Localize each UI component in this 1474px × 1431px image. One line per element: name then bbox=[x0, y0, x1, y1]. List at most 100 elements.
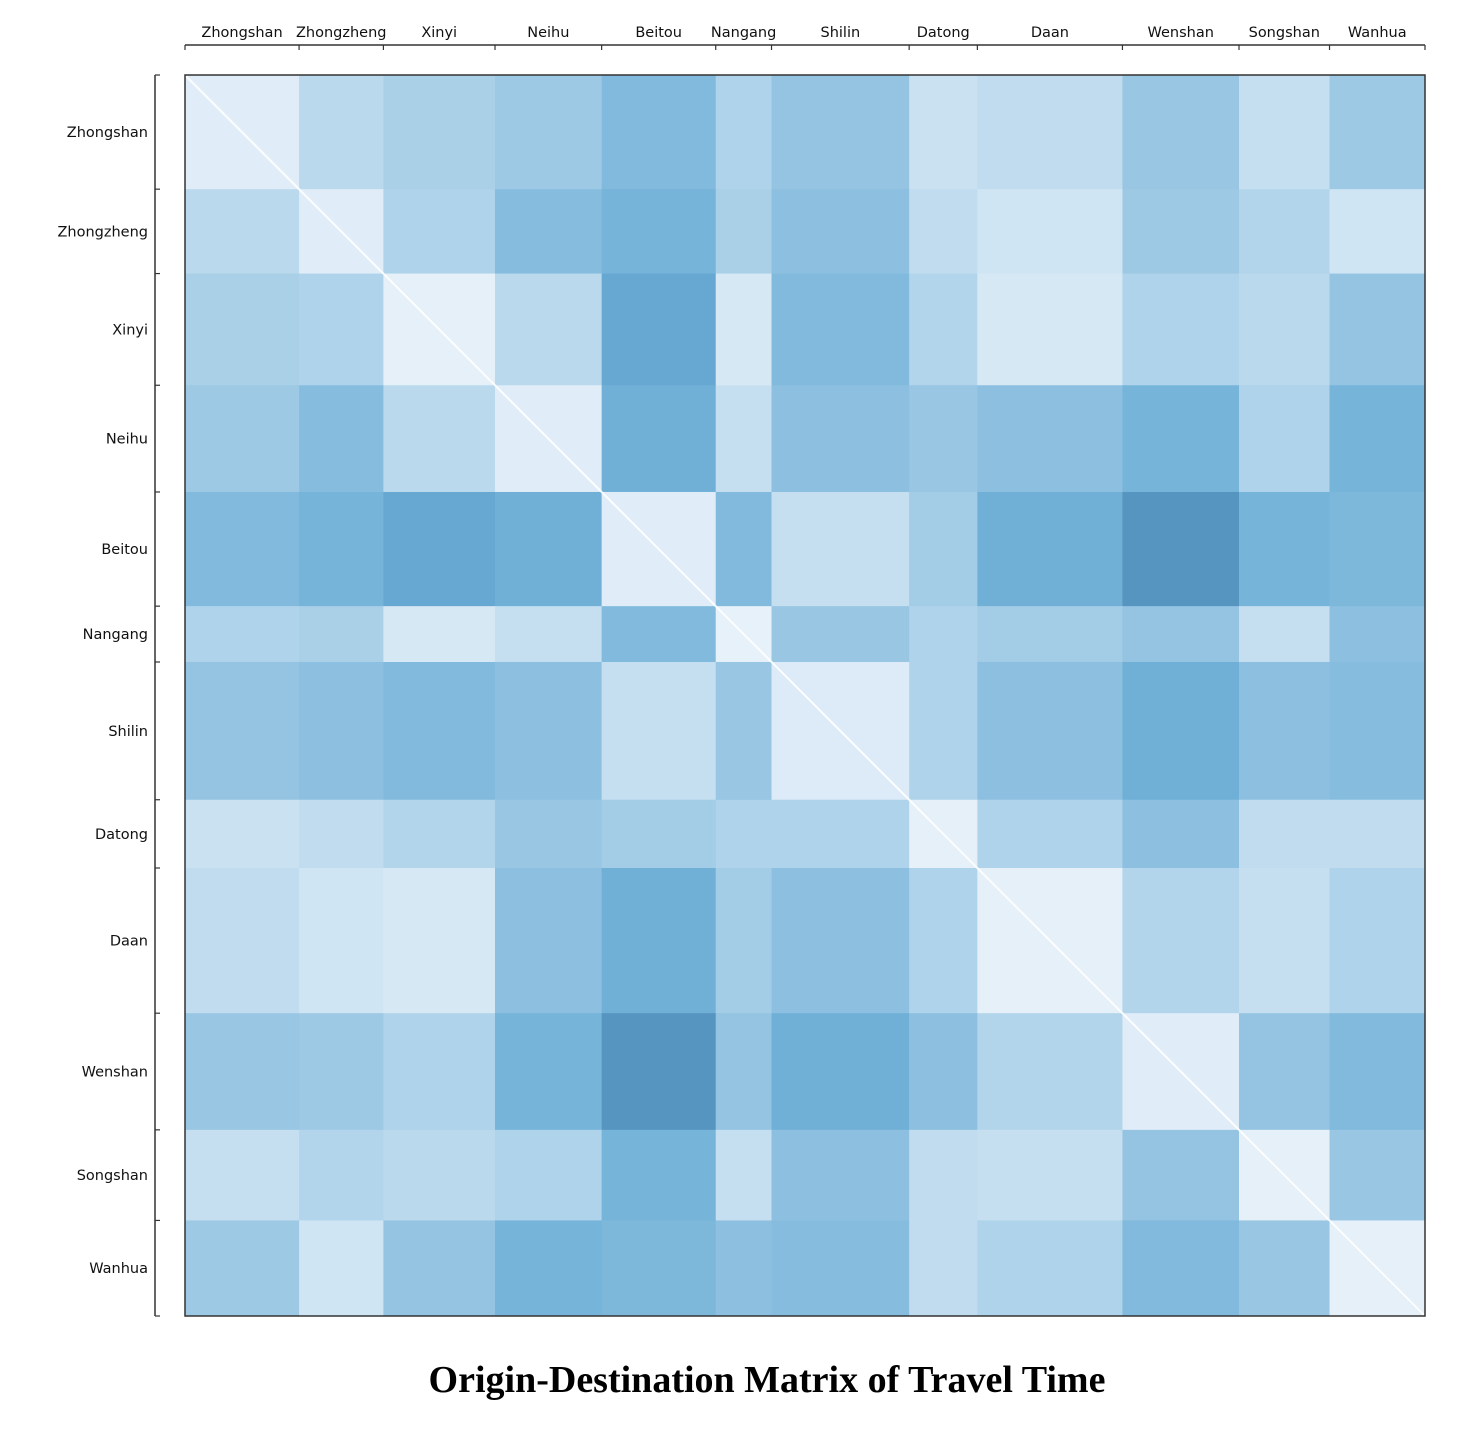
heatmap-cell bbox=[601, 867, 717, 1014]
heatmap-cell bbox=[1329, 273, 1426, 386]
heatmap-cell bbox=[1122, 1220, 1240, 1317]
heatmap-cell bbox=[977, 491, 1123, 607]
heatmap-cell bbox=[1329, 867, 1426, 1014]
heatmap-cell bbox=[977, 606, 1123, 663]
heatmap-cell bbox=[383, 491, 496, 607]
heatmap-cell bbox=[185, 1129, 300, 1221]
heatmap-cell bbox=[185, 606, 300, 663]
heatmap-cell bbox=[1329, 491, 1426, 607]
heatmap-cell bbox=[1239, 273, 1331, 386]
heatmap-cell bbox=[1239, 606, 1331, 663]
heatmap-cell bbox=[1329, 661, 1426, 801]
plot-frame bbox=[184, 74, 1426, 1317]
chart-title: Origin-Destination Matrix of Travel Time bbox=[429, 1359, 1106, 1401]
heatmap-cell bbox=[909, 273, 978, 386]
left-axis: Zhongshan Zhongzheng Xinyi Neihu Beitou Nanga… bbox=[57, 74, 160, 1317]
heatmap-cell bbox=[1239, 75, 1331, 190]
heatmap-cell bbox=[715, 385, 773, 493]
left-tick-label: Neihu bbox=[106, 432, 148, 448]
heatmap-cell bbox=[299, 606, 384, 663]
heatmap-cell bbox=[1329, 799, 1426, 869]
heatmap-cell bbox=[1122, 75, 1240, 190]
heatmap-cell bbox=[1122, 189, 1240, 275]
heatmap-cell bbox=[771, 385, 910, 493]
heatmap-cell bbox=[601, 1013, 717, 1131]
heatmap-cell bbox=[299, 1220, 384, 1317]
top-axis: Zhongshan Zhongzheng Xinyi Neihu Beitou Nanga… bbox=[184, 25, 1426, 50]
heatmap-cell bbox=[601, 385, 717, 493]
heatmap-cell bbox=[185, 189, 300, 275]
heatmap-cell bbox=[715, 661, 773, 801]
heatmap-cell bbox=[715, 1220, 773, 1317]
heatmap-cell bbox=[1122, 491, 1240, 607]
heatmap-cell bbox=[977, 1129, 1123, 1221]
heatmap-cell bbox=[299, 799, 384, 869]
heatmap-cell bbox=[771, 273, 910, 386]
heatmap-cell bbox=[715, 799, 773, 869]
heatmap-cell bbox=[299, 491, 384, 607]
heatmap-cell bbox=[1239, 491, 1331, 607]
heatmap-cell bbox=[909, 385, 978, 493]
heatmap-cell bbox=[185, 867, 300, 1014]
heatmap-cell bbox=[1239, 1013, 1331, 1131]
heatmap-cell bbox=[771, 491, 910, 607]
heatmap-cell bbox=[771, 799, 910, 869]
heatmap-cell bbox=[909, 1220, 978, 1317]
heatmap-cell bbox=[1329, 385, 1426, 493]
heatmap-cell bbox=[299, 75, 384, 190]
heatmap-cell bbox=[495, 1129, 603, 1221]
heatmap-cell bbox=[495, 661, 603, 801]
heatmap-cell bbox=[495, 75, 603, 190]
heatmap-cell bbox=[185, 273, 300, 386]
top-tick-label: Wenshan bbox=[1148, 25, 1214, 41]
left-tick-label: Songshan bbox=[77, 1168, 148, 1184]
heatmap-cell bbox=[601, 75, 717, 190]
heatmap-cell bbox=[1122, 799, 1240, 869]
heatmap-cell bbox=[909, 1013, 978, 1131]
heatmap-cell bbox=[495, 799, 603, 869]
left-tick-label: Beitou bbox=[101, 542, 148, 558]
left-tick-label: Wenshan bbox=[82, 1065, 148, 1081]
top-tick-label: Xinyi bbox=[421, 25, 457, 41]
heatmap-cell bbox=[601, 1129, 717, 1221]
heatmap-cell bbox=[601, 189, 717, 275]
heatmap-cell bbox=[299, 661, 384, 801]
heatmap-cell bbox=[1239, 799, 1331, 869]
heatmap-cell bbox=[771, 1220, 910, 1317]
heatmap-cell bbox=[495, 1220, 603, 1317]
heatmap-cell bbox=[977, 661, 1123, 801]
heatmap-cell bbox=[715, 1013, 773, 1131]
left-tick-label: Zhongshan bbox=[67, 125, 148, 141]
heatmap-cell bbox=[1239, 1220, 1331, 1317]
heatmap-cell bbox=[977, 189, 1123, 275]
heatmap-cell bbox=[383, 75, 496, 190]
heatmap-cell bbox=[383, 661, 496, 801]
heatmap-cell bbox=[185, 385, 300, 493]
top-tick-label: Daan bbox=[1031, 25, 1069, 41]
heatmap-cell bbox=[715, 273, 773, 386]
left-tick-label: Nangang bbox=[83, 627, 148, 643]
left-tick-label: Shilin bbox=[108, 724, 148, 740]
heatmap-cell bbox=[601, 606, 717, 663]
heatmap-cell bbox=[1239, 867, 1331, 1014]
top-tick-label: Shilin bbox=[821, 25, 861, 41]
top-tick-label: Songshan bbox=[1249, 25, 1320, 41]
heatmap-cell bbox=[383, 1013, 496, 1131]
heatmap-cells bbox=[185, 75, 1426, 1317]
heatmap-cell bbox=[1329, 189, 1426, 275]
heatmap-cell bbox=[383, 799, 496, 869]
heatmap-cell bbox=[1122, 867, 1240, 1014]
heatmap-cell bbox=[771, 1129, 910, 1221]
heatmap-cell bbox=[299, 867, 384, 1014]
heatmap-cell bbox=[185, 799, 300, 869]
heatmap-cell bbox=[977, 1220, 1123, 1317]
left-tick-label: Wanhua bbox=[89, 1261, 148, 1277]
heatmap-cell bbox=[1239, 661, 1331, 801]
top-tick-label: Zhongshan bbox=[201, 25, 282, 41]
heatmap-cell bbox=[495, 1013, 603, 1131]
heatmap-cell bbox=[601, 799, 717, 869]
diagonal-line bbox=[184, 74, 1426, 1317]
heatmap-cell bbox=[495, 491, 603, 607]
heatmap-cell bbox=[495, 606, 603, 663]
heatmap-cell bbox=[771, 189, 910, 275]
